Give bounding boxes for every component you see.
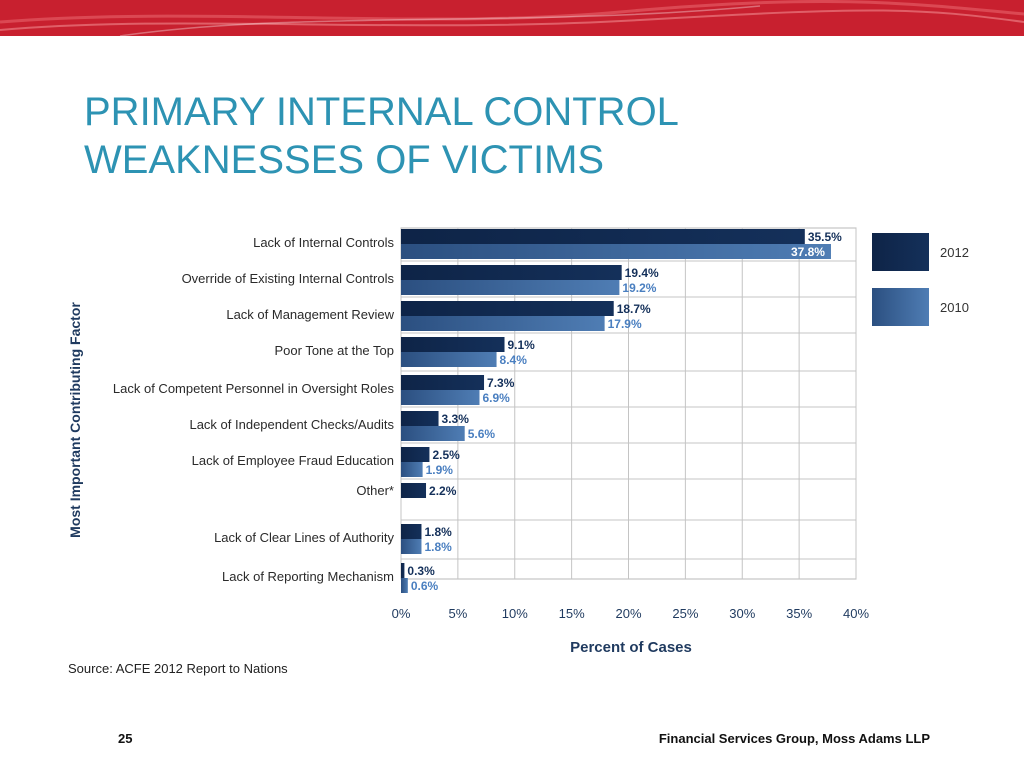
data-label-2012: 35.5% — [808, 230, 842, 244]
bar-2010 — [401, 390, 480, 405]
bar-2012 — [401, 411, 439, 426]
bar-2012 — [401, 301, 614, 316]
bar-2010 — [401, 280, 620, 295]
legend-swatch-2010 — [872, 288, 929, 326]
bar-2010 — [401, 578, 408, 593]
bar-chart: 35.5%37.8% 19.4%19.2% 18.7%17.9% 9.1%8.4% 7.… — [67, 220, 990, 656]
data-label-2010: 1.9% — [426, 463, 454, 477]
category-label: Override of Existing Internal Controls — [182, 271, 395, 286]
x-tick-label: 5% — [448, 606, 467, 621]
legend-swatch-2012 — [872, 233, 929, 271]
bar-2010 — [401, 426, 465, 441]
data-label-2012: 19.4% — [625, 266, 659, 280]
page-title: PRIMARY INTERNAL CONTROL WEAKNESSES OF V… — [84, 88, 679, 184]
x-tick-labels: 0% 5% 10% 15% 20% 25% 30% 35% 40% — [392, 606, 870, 621]
legend-label-2010: 2010 — [940, 300, 969, 315]
category-label: Lack of Competent Personnel in Oversight… — [113, 381, 395, 396]
page-title-line-1: PRIMARY INTERNAL CONTROL — [84, 90, 679, 134]
data-label-2012: 18.7% — [617, 302, 651, 316]
x-tick-label: 40% — [843, 606, 869, 621]
bar-2012 — [401, 483, 427, 498]
footer-organization: Financial Services Group, Moss Adams LLP — [658, 731, 930, 746]
bar-2012 — [401, 563, 405, 578]
chart-legend: 2012 2010 — [858, 220, 990, 332]
x-tick-label: 25% — [672, 606, 698, 621]
source-note: Source: ACFE 2012 Report to Nations — [68, 661, 288, 676]
x-tick-label: 20% — [615, 606, 641, 621]
legend-label-2012: 2012 — [940, 245, 969, 260]
page-title-line-2: WEAKNESSES OF VICTIMS — [84, 138, 605, 182]
top-banner — [0, 0, 1024, 36]
bar-2010 — [401, 462, 423, 477]
bar-2012 — [401, 229, 805, 244]
data-label-2010: 37.8% — [791, 245, 825, 259]
bar-2012 — [401, 447, 430, 462]
data-label-2012: 2.2% — [429, 484, 457, 498]
x-tick-label: 35% — [786, 606, 812, 621]
data-label-2012: 9.1% — [508, 338, 536, 352]
data-label-2010: 5.6% — [468, 427, 496, 441]
page-number: 25 — [118, 731, 133, 746]
bar-2010 — [401, 244, 831, 259]
category-label: Lack of Internal Controls — [253, 235, 394, 250]
x-axis-title: Percent of Cases — [570, 639, 692, 656]
category-label: Lack of Management Review — [226, 307, 394, 322]
bar-2010 — [401, 539, 422, 554]
bar-2010 — [401, 316, 605, 331]
category-label: Other* — [356, 483, 394, 498]
data-label-2010: 0.6% — [411, 579, 439, 593]
category-label: Lack of Independent Checks/Audits — [189, 417, 394, 432]
chart-bars: 35.5%37.8% 19.4%19.2% 18.7%17.9% 9.1%8.4% 7.… — [401, 229, 842, 593]
x-tick-label: 0% — [392, 606, 411, 621]
data-label-2012: 3.3% — [442, 412, 470, 426]
category-label: Poor Tone at the Top — [274, 343, 394, 358]
data-label-2012: 0.3% — [407, 564, 435, 578]
bar-2010 — [401, 352, 497, 367]
data-label-2012: 1.8% — [424, 525, 452, 539]
category-labels: Lack of Internal Controls Override of Exi… — [113, 235, 395, 584]
data-label-2010: 19.2% — [622, 281, 656, 295]
category-label: Lack of Employee Fraud Education — [192, 453, 394, 468]
data-label-2010: 8.4% — [500, 353, 528, 367]
x-tick-label: 15% — [559, 606, 585, 621]
x-tick-label: 30% — [729, 606, 755, 621]
bar-2012 — [401, 265, 622, 280]
x-tick-label: 10% — [502, 606, 528, 621]
data-label-2010: 6.9% — [482, 391, 510, 405]
data-label-2012: 7.3% — [487, 376, 515, 390]
category-label: Lack of Reporting Mechanism — [222, 569, 394, 584]
y-axis-title: Most Important Contributing Factor — [67, 302, 83, 538]
category-label: Lack of Clear Lines of Authority — [214, 530, 394, 545]
bar-2012 — [401, 337, 505, 352]
bar-2012 — [401, 375, 485, 390]
data-label-2012: 2.5% — [432, 448, 460, 462]
data-label-2010: 17.9% — [608, 317, 642, 331]
bar-2012 — [401, 524, 422, 539]
data-label-2010: 1.8% — [424, 540, 452, 554]
